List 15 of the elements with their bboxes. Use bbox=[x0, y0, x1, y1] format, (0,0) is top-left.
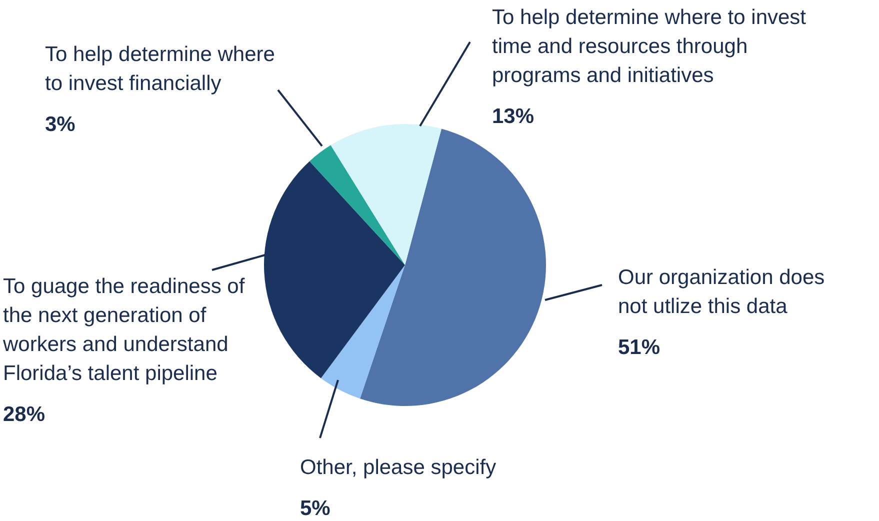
pie-slice bbox=[360, 128, 546, 406]
pie-slice bbox=[310, 145, 405, 265]
slice-label: To guage the readiness of the next generation of workers and understand Florida’s talent pipeline bbox=[3, 274, 246, 387]
data-label: 13% bbox=[492, 104, 536, 130]
data-label: 5% bbox=[300, 496, 332, 521]
slice-label: To help determine where to invest financially bbox=[45, 42, 276, 97]
slice-label: Other, please specify bbox=[300, 455, 498, 481]
slice-label: Our organization does not utlize this data bbox=[618, 265, 826, 320]
slice-label: To help determine where to invest time and resources through programs and initiatives bbox=[492, 5, 808, 89]
pie-slice bbox=[320, 265, 405, 399]
data-label: 28% bbox=[3, 402, 46, 428]
pie-slice bbox=[264, 161, 405, 378]
pie-slice bbox=[330, 124, 442, 265]
data-label: 51% bbox=[618, 335, 662, 361]
data-label: 3% bbox=[45, 112, 76, 138]
